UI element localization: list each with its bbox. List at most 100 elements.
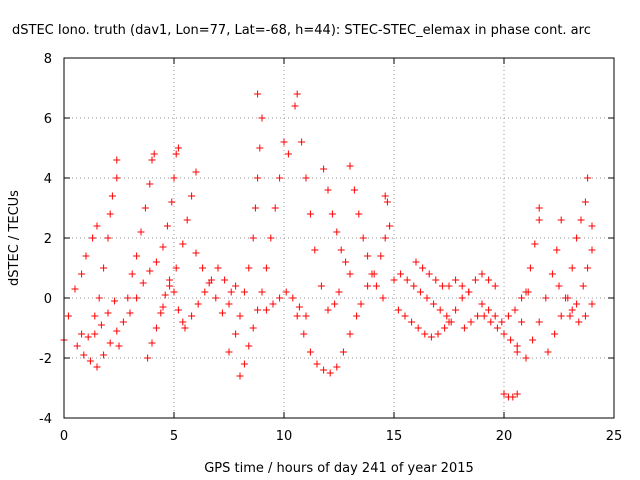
data-point xyxy=(289,294,297,302)
data-point xyxy=(106,339,114,347)
data-point xyxy=(491,312,499,320)
data-point xyxy=(436,306,444,314)
series-arc-z xyxy=(513,204,543,356)
series-arc-w xyxy=(460,312,521,350)
data-point xyxy=(172,150,180,158)
data-point xyxy=(465,288,473,296)
data-point xyxy=(71,285,79,293)
x-tick-label: 5 xyxy=(170,429,178,444)
series-arc-bb xyxy=(544,174,592,356)
data-point xyxy=(152,324,160,332)
data-point xyxy=(258,114,266,122)
data-point xyxy=(179,318,187,326)
data-point xyxy=(144,354,152,362)
series-arc-cc xyxy=(566,222,596,320)
data-point xyxy=(518,294,526,302)
data-point xyxy=(183,216,191,224)
data-point xyxy=(133,252,141,260)
data-point xyxy=(324,306,332,314)
data-point xyxy=(419,264,427,272)
data-point xyxy=(100,264,108,272)
chart-title: dSTEC Iono. truth (dav1, Lon=77, Lat=-68… xyxy=(12,23,591,38)
data-point xyxy=(126,309,134,317)
data-point xyxy=(97,321,105,329)
data-point xyxy=(124,294,132,302)
data-point xyxy=(460,324,468,332)
data-point xyxy=(262,264,270,272)
data-point xyxy=(438,282,446,290)
x-axis-title: GPS time / hours of day 241 of year 2015 xyxy=(204,461,474,476)
series-arc-c xyxy=(78,297,119,341)
series-arc-e xyxy=(115,150,158,350)
data-point xyxy=(573,234,581,242)
data-point xyxy=(452,306,460,314)
data-point xyxy=(581,198,589,206)
data-point xyxy=(106,210,114,218)
data-point xyxy=(584,174,592,182)
data-point xyxy=(113,327,121,335)
data-point xyxy=(282,288,290,296)
y-tick-label: 6 xyxy=(44,112,52,127)
data-point xyxy=(326,369,334,377)
data-point xyxy=(249,324,257,332)
data-point xyxy=(89,234,97,242)
data-point xyxy=(170,288,178,296)
data-point xyxy=(504,312,512,320)
data-point xyxy=(276,174,284,182)
data-point xyxy=(95,294,103,302)
series-arc-r xyxy=(357,192,394,308)
data-point xyxy=(320,165,328,173)
data-point xyxy=(73,342,81,350)
data-point xyxy=(507,336,515,344)
data-point xyxy=(188,312,196,320)
data-point xyxy=(150,150,158,158)
data-point xyxy=(293,312,301,320)
data-point xyxy=(480,312,488,320)
data-point xyxy=(254,174,262,182)
data-point xyxy=(333,363,341,371)
data-point xyxy=(551,330,559,338)
data-point xyxy=(401,312,409,320)
y-tick-label: -4 xyxy=(39,412,52,427)
data-point xyxy=(254,306,262,314)
series-arc-y xyxy=(500,390,521,401)
data-point xyxy=(342,258,350,266)
data-point xyxy=(485,276,493,284)
data-point xyxy=(113,174,121,182)
series-arc-s xyxy=(390,270,451,320)
data-point xyxy=(425,270,433,278)
data-point xyxy=(328,210,336,218)
x-tick-label: 15 xyxy=(386,429,403,444)
data-point xyxy=(458,282,466,290)
data-point xyxy=(232,330,240,338)
data-point xyxy=(313,360,321,368)
data-point xyxy=(108,192,116,200)
data-point xyxy=(262,306,270,314)
data-point xyxy=(493,324,501,332)
data-point xyxy=(355,210,363,218)
data-point xyxy=(522,354,530,362)
data-point xyxy=(432,276,440,284)
series-arc-dd xyxy=(555,282,596,326)
data-point xyxy=(141,204,149,212)
data-point xyxy=(511,306,519,314)
data-point xyxy=(544,348,552,356)
series-arc-k xyxy=(225,90,266,356)
data-point xyxy=(199,264,207,272)
data-point xyxy=(522,288,530,296)
series-arc-b xyxy=(73,327,121,371)
data-point xyxy=(568,264,576,272)
y-axis-title: dSTEC / TECUs xyxy=(7,190,22,286)
y-tick-label: 4 xyxy=(44,172,52,187)
data-point xyxy=(148,339,156,347)
data-point xyxy=(104,309,112,317)
data-point xyxy=(293,90,301,98)
data-point xyxy=(82,252,90,260)
data-point xyxy=(478,300,486,308)
data-point xyxy=(359,234,367,242)
data-point xyxy=(221,276,229,284)
data-point xyxy=(146,180,154,188)
data-point xyxy=(372,282,380,290)
data-point xyxy=(535,204,543,212)
data-point xyxy=(588,300,596,308)
